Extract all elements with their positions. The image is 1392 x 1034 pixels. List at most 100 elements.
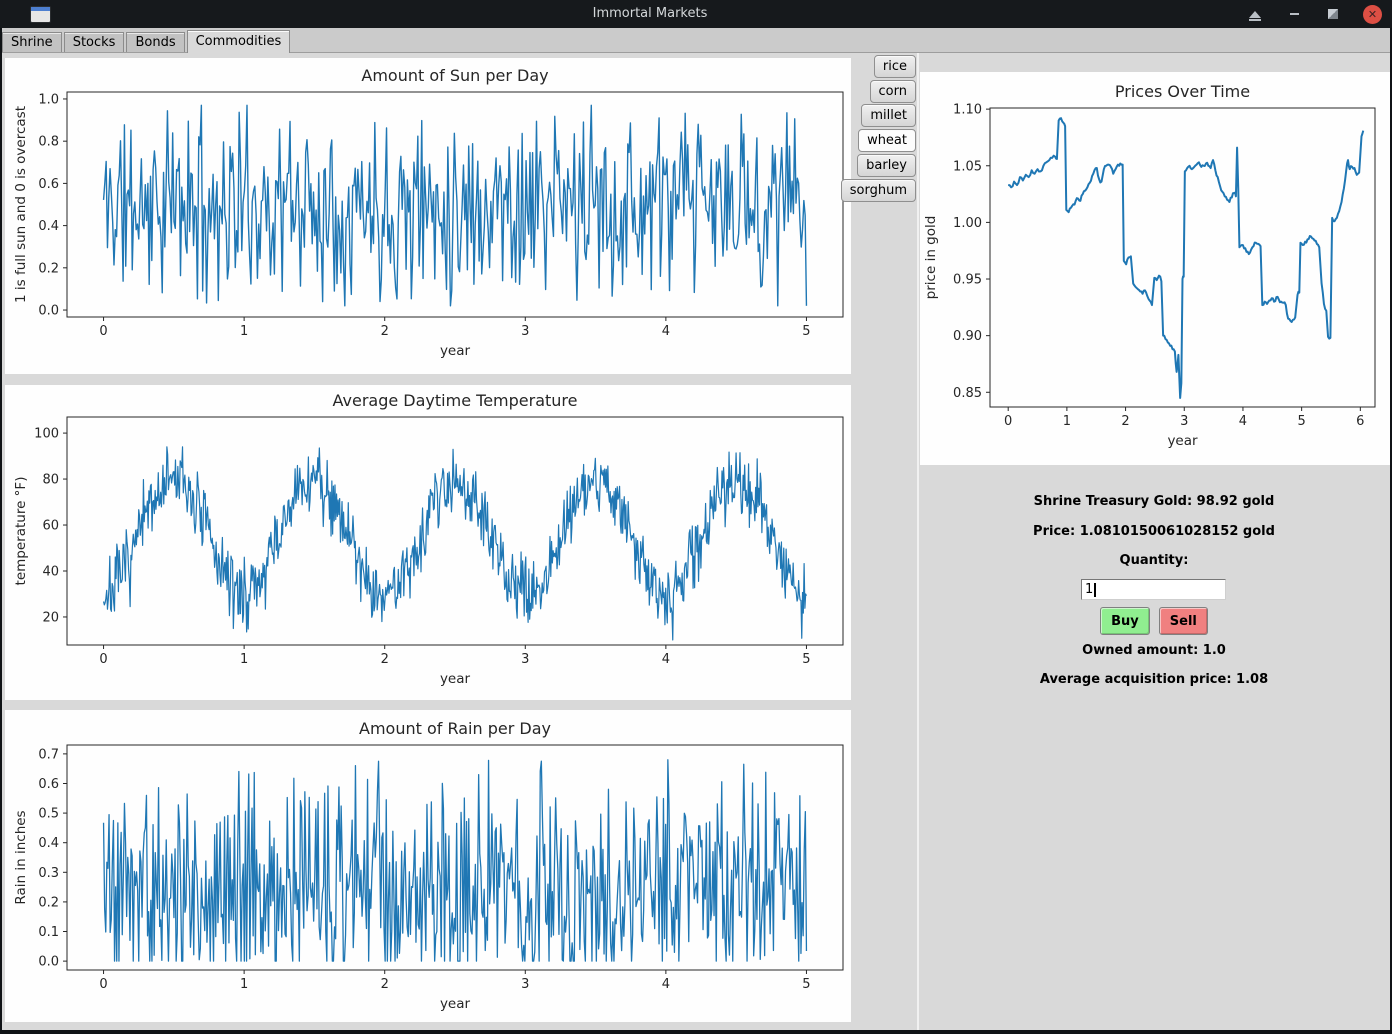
svg-text:0.2: 0.2 — [38, 895, 59, 910]
svg-text:0: 0 — [99, 977, 107, 992]
window-title: Immortal Markets — [592, 6, 708, 21]
svg-text:0.2: 0.2 — [38, 261, 59, 276]
pane-divider — [917, 53, 919, 1030]
svg-text:0.6: 0.6 — [38, 177, 59, 192]
sun-chart: Amount of Sun per Day 0 1 2 3 4 5 0.0 0.2 0.4 0.6 0… — [5, 58, 851, 374]
price-title: Prices Over Time — [1115, 82, 1250, 101]
svg-text:0.85: 0.85 — [953, 386, 982, 401]
tab-bonds[interactable]: Bonds — [126, 32, 185, 52]
svg-text:1.0: 1.0 — [38, 92, 59, 107]
svg-text:1: 1 — [240, 652, 248, 667]
svg-text:0.0: 0.0 — [38, 955, 59, 970]
svg-text:price in gold: price in gold — [923, 216, 939, 300]
svg-text:2: 2 — [381, 652, 389, 667]
treasury-gold-label: Shrine Treasury Gold: 98.92 gold — [1033, 494, 1275, 509]
svg-text:4: 4 — [1239, 414, 1247, 429]
svg-text:year: year — [440, 343, 471, 359]
svg-text:0.0: 0.0 — [38, 304, 59, 319]
commodity-button-millet[interactable]: millet — [861, 104, 916, 127]
svg-text:3: 3 — [521, 324, 529, 339]
temp-plot: Average Daytime Temperature 0 1 2 3 4 5 20 40 60 8… — [13, 391, 844, 687]
svg-text:2: 2 — [381, 324, 389, 339]
minimize-button[interactable] — [1285, 5, 1303, 23]
tab-shrine[interactable]: Shrine — [2, 32, 62, 52]
eject-icon — [1249, 10, 1261, 18]
svg-text:0.3: 0.3 — [38, 866, 59, 881]
sun-plot: Amount of Sun per Day 0 1 2 3 4 5 0.0 0.2 0.4 0.6 0… — [13, 66, 844, 359]
svg-text:4: 4 — [662, 977, 670, 992]
maximize-button[interactable] — [1324, 5, 1342, 23]
svg-text:0.5: 0.5 — [38, 807, 59, 822]
minimize-icon — [1289, 13, 1299, 15]
svg-text:1.05: 1.05 — [953, 159, 982, 174]
svg-text:year: year — [440, 996, 471, 1012]
svg-text:0: 0 — [99, 652, 107, 667]
svg-text:0.4: 0.4 — [38, 836, 59, 851]
quantity-input[interactable]: 1 — [1081, 579, 1226, 600]
svg-text:3: 3 — [1180, 414, 1188, 429]
svg-text:2: 2 — [1121, 414, 1129, 429]
commodity-button-barley[interactable]: barley — [857, 154, 916, 177]
tab-stocks[interactable]: Stocks — [63, 32, 125, 52]
svg-text:year: year — [1167, 433, 1198, 449]
svg-text:2: 2 — [381, 977, 389, 992]
svg-text:0.6: 0.6 — [38, 777, 59, 792]
svg-text:0.1: 0.1 — [38, 925, 59, 940]
commodity-button-corn[interactable]: corn — [869, 80, 916, 103]
svg-text:5: 5 — [802, 324, 810, 339]
text-caret — [1094, 582, 1097, 597]
tab-commodities[interactable]: Commodities — [186, 30, 291, 53]
svg-text:80: 80 — [42, 473, 59, 488]
commodity-button-wheat[interactable]: wheat — [858, 129, 916, 152]
svg-text:4: 4 — [662, 652, 670, 667]
maximize-icon — [1328, 9, 1338, 19]
sell-button[interactable]: Sell — [1158, 607, 1208, 635]
close-button[interactable]: ✕ — [1363, 4, 1382, 24]
svg-text:temperature °F): temperature °F) — [13, 477, 29, 586]
window-icon — [30, 6, 51, 23]
svg-text:20: 20 — [42, 610, 59, 625]
window-border-left — [0, 28, 2, 1034]
commodity-button-sorghum[interactable]: sorghum — [840, 179, 916, 202]
svg-text:Rain in inches: Rain in inches — [13, 810, 29, 904]
svg-text:1.10: 1.10 — [953, 103, 982, 118]
sun-title: Amount of Sun per Day — [361, 66, 548, 85]
window-border-bottom — [0, 1030, 1392, 1034]
svg-text:1 is full sun and 0 is overcas: 1 is full sun and 0 is overcast — [13, 106, 29, 303]
tab-bar: Shrine Stocks Bonds Commodities — [0, 28, 1392, 53]
rain-series-line — [102, 759, 808, 962]
price-label: Price: 1.0810150061028152 gold — [1033, 524, 1275, 539]
owned-amount-label: Owned amount: 1.0 — [1082, 643, 1226, 658]
svg-text:5: 5 — [1297, 414, 1305, 429]
sun-series-line — [102, 104, 808, 307]
svg-text:0.7: 0.7 — [38, 747, 59, 762]
temperature-chart: Average Daytime Temperature 0 1 2 3 4 5 20 40 60 8… — [5, 385, 851, 700]
window-border-right — [1390, 28, 1392, 1034]
svg-text:4: 4 — [662, 324, 670, 339]
svg-text:year: year — [440, 671, 471, 687]
svg-text:3: 3 — [521, 652, 529, 667]
temp-title: Average Daytime Temperature — [333, 391, 578, 410]
svg-text:0.4: 0.4 — [38, 219, 59, 234]
price-series-line — [1008, 117, 1365, 399]
close-icon: ✕ — [1367, 7, 1378, 21]
svg-text:0.90: 0.90 — [953, 329, 982, 344]
svg-text:3: 3 — [521, 977, 529, 992]
svg-text:0.8: 0.8 — [38, 135, 59, 150]
svg-text:1.00: 1.00 — [953, 216, 982, 231]
svg-text:60: 60 — [42, 519, 59, 534]
svg-text:0: 0 — [99, 324, 107, 339]
rain-chart: Amount of Rain per Day 0 1 2 3 4 5 0.0 0.1 0.2 0.3… — [5, 710, 851, 1022]
svg-text:1: 1 — [1063, 414, 1071, 429]
title-bar: Immortal Markets ✕ — [0, 0, 1392, 28]
buy-button[interactable]: Buy — [1100, 607, 1150, 635]
svg-text:0.95: 0.95 — [953, 273, 982, 288]
svg-text:100: 100 — [34, 427, 59, 442]
shade-button[interactable] — [1246, 5, 1264, 23]
rain-title: Amount of Rain per Day — [359, 719, 551, 738]
commodity-button-rice[interactable]: rice — [873, 55, 916, 78]
svg-text:40: 40 — [42, 564, 59, 579]
svg-text:5: 5 — [802, 977, 810, 992]
svg-text:1: 1 — [240, 324, 248, 339]
